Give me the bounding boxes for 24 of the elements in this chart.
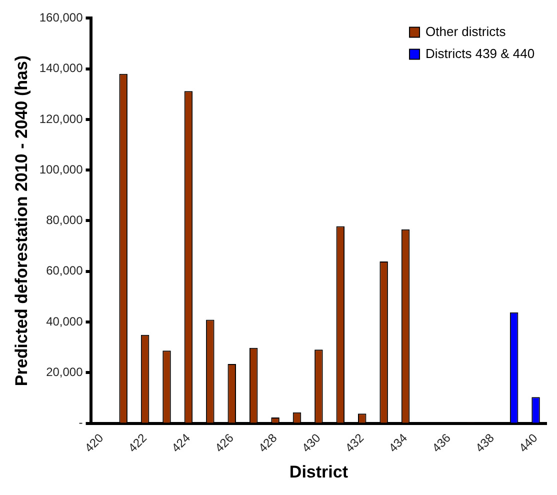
x-tick-label: 420 xyxy=(82,430,106,455)
x-tick-label: 440 xyxy=(516,430,540,455)
x-tick-label: 430 xyxy=(299,430,324,455)
x-tick-label: 432 xyxy=(342,430,367,455)
x-axis-title: District xyxy=(289,462,348,482)
x-tick-label: 438 xyxy=(472,430,498,455)
x-tick-label: 428 xyxy=(256,430,280,455)
y-tick-label: 100,000 xyxy=(39,162,84,176)
y-axis-title: Predicted deforestation 2010 - 2040 (has) xyxy=(12,55,31,386)
y-tick-label: 120,000 xyxy=(39,112,84,126)
x-tick-label: 424 xyxy=(168,430,194,455)
legend-label: Districts 439 & 440 xyxy=(426,46,535,61)
x-tick-label: 434 xyxy=(386,430,410,455)
y-tick-label: 80,000 xyxy=(46,213,84,228)
y-tick-label: 160,000 xyxy=(39,10,84,25)
y-tick-label: - xyxy=(78,416,83,430)
x-tick-label: 426 xyxy=(212,430,237,455)
y-tick-label: 20,000 xyxy=(46,364,84,379)
y-tick-label: 140,000 xyxy=(39,61,84,76)
y-tick-label: 60,000 xyxy=(46,264,84,278)
x-tick-label: 436 xyxy=(429,430,454,455)
x-tick-label: 422 xyxy=(125,430,150,455)
legend-label: Other districts xyxy=(426,24,506,39)
y-tick-label: 40,000 xyxy=(46,314,84,328)
